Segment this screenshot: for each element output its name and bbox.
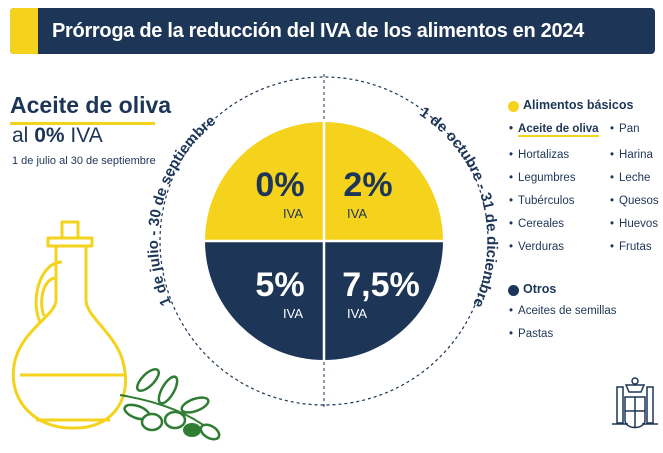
product-name: Aceite de oliva <box>10 92 172 118</box>
basic-food-item: • Cereales <box>509 218 565 230</box>
quadrant-bottom-right-unit: IVA <box>347 306 367 321</box>
quadrant-top-left-value: 0% <box>255 166 304 204</box>
others-dot <box>508 285 519 296</box>
basic-foods-dot <box>508 101 519 112</box>
rate-suffix: IVA <box>70 124 103 147</box>
olive-oil-jar-illustration <box>11 220 127 430</box>
others-heading: Otros <box>523 282 557 296</box>
basic-food-item: • Leche <box>610 172 651 184</box>
other-item: • Aceites de semillas <box>509 305 617 317</box>
basic-food-item: • Hortalizas <box>509 149 570 161</box>
basic-food-item: • Legumbres <box>509 172 576 184</box>
quadrant-bottom-left-unit: IVA <box>283 306 303 321</box>
olive-branch-illustration <box>119 367 221 441</box>
basic-food-item: • Pan <box>610 123 640 135</box>
basic-food-item: • Tubérculos <box>509 195 575 207</box>
basic-food-item: • Verduras <box>509 241 565 253</box>
quadrant-top-right-unit: IVA <box>347 206 367 221</box>
basic-foods-heading: Alimentos básicos <box>523 98 634 112</box>
quadrant-top-left-unit: IVA <box>283 206 303 221</box>
product-dates: 1 de julio al 30 de septiembre <box>12 155 156 167</box>
basic-food-item: • Quesos <box>610 195 659 207</box>
quadrant-bottom-left <box>205 241 324 360</box>
quadrant-bottom-right-value: 7,5% <box>342 266 420 304</box>
basic-food-item: • Huevos <box>610 218 659 230</box>
quadrant-top-left <box>205 122 324 241</box>
other-item: • Pastas <box>509 328 554 340</box>
spain-coat-of-arms <box>612 377 658 429</box>
header-accent <box>10 8 38 54</box>
product-underline <box>10 122 155 125</box>
basic-food-item: • Harina <box>610 149 653 161</box>
basic-food-item: • Frutas <box>610 241 652 253</box>
quadrant-top-right-value: 2% <box>343 166 392 204</box>
quadrant-bottom-left-value: 5% <box>255 266 304 304</box>
basic-food-item: • Aceite de oliva <box>509 123 599 137</box>
page-title: Prórroga de la reducción del IVA de los … <box>52 20 584 42</box>
rate-value: 0% <box>34 124 65 147</box>
header-banner: Prórroga de la reducción del IVA de los … <box>10 8 655 54</box>
quadrant-bottom-right <box>324 241 443 360</box>
left-arc-label: 1 de julio - 30 de septiembre <box>145 112 219 308</box>
product-rate: al 0% IVA <box>12 124 103 148</box>
rate-prefix: al <box>12 124 29 147</box>
outer-dashed-ring <box>159 76 489 406</box>
quadrant-top-right <box>324 122 443 241</box>
